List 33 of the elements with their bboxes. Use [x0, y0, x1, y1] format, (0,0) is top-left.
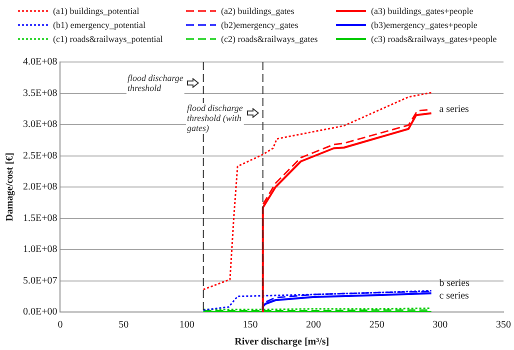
y-tick-label: 5.0E+07 — [23, 275, 58, 286]
x-tick-label: 200 — [306, 320, 322, 331]
x-tick-label: 250 — [369, 320, 384, 331]
legend-label: (c2) roads&railways_gates — [221, 34, 318, 44]
y-tick-label: 3.0E+08 — [23, 119, 58, 130]
y-tick-label: 2.0E+08 — [23, 182, 58, 193]
y-axis-title: Damage/cost [€] — [4, 152, 16, 222]
annotation: c series — [439, 290, 470, 302]
y-tick-label: 2.5E+08 — [23, 150, 58, 162]
ref-line-label: flood discharge threshold — [127, 72, 184, 93]
y-tick-label: 0.0E+00 — [23, 306, 58, 318]
x-tick-label: 0 — [58, 320, 63, 331]
x-axis-title: River discharge [m³/s] — [234, 336, 330, 348]
annotation: b series — [439, 278, 470, 289]
x-tick-label: 300 — [432, 320, 448, 331]
x-tick-label: 50 — [118, 320, 129, 331]
y-tick-label: 1.0E+08 — [23, 244, 58, 256]
legend-label: (a1) buildings_potential — [53, 6, 140, 16]
legend-label: (b1) emergency_potential — [53, 20, 146, 30]
ref-line-label: flood discharge threshold (with gates) — [186, 102, 243, 133]
legend-label: (c1) roads&railways_potential — [53, 34, 163, 44]
x-tick-label: 100 — [179, 320, 194, 331]
x-tick-label: 150 — [242, 320, 258, 331]
legend-label: (a2) buildings_gates — [221, 6, 294, 16]
y-tick-label: 1.5E+08 — [23, 212, 58, 224]
legend-label: (b2)emergency_gates — [221, 20, 298, 30]
legend-label: (a3) buildings_gates+people — [371, 6, 474, 16]
legend-label: (c3) roads&railways_gates+people — [371, 34, 497, 44]
y-tick-label: 3.5E+08 — [23, 88, 58, 99]
legend-label: (b3)emergency_gates+people — [371, 20, 478, 30]
annotation: a series — [439, 104, 470, 116]
x-tick-label: 350 — [496, 320, 511, 331]
y-tick-label: 4.0E+08 — [23, 56, 58, 68]
